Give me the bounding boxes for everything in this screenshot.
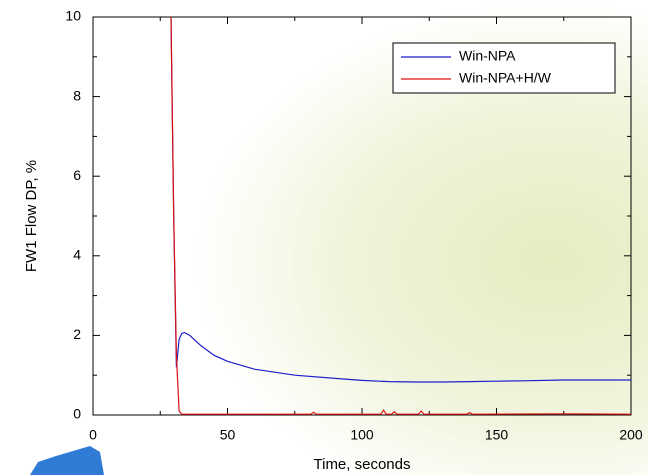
y-tick-label: 10 [65,8,81,24]
series-line [170,16,632,415]
x-tick-label: 0 [89,427,97,443]
x-tick-label: 150 [485,427,509,443]
y-tick-label: 0 [73,406,81,422]
x-tick-label: 50 [220,427,236,443]
x-tick-label: 100 [350,427,374,443]
y-tick-label: 8 [73,87,81,103]
y-tick-label: 6 [73,167,81,183]
legend-box [392,42,616,94]
series-line [170,16,631,383]
legend-label: Win-NPA [459,48,516,64]
legend-label: Win-NPA+H/W [459,70,552,86]
y-tick-label: 4 [73,247,81,263]
arrow-icon [30,446,104,475]
y-tick-label: 2 [73,326,81,342]
x-tick-label: 200 [619,427,643,443]
y-axis-label: FW1 Flow DP, % [23,160,40,272]
x-axis-label: Time, seconds [314,456,411,473]
